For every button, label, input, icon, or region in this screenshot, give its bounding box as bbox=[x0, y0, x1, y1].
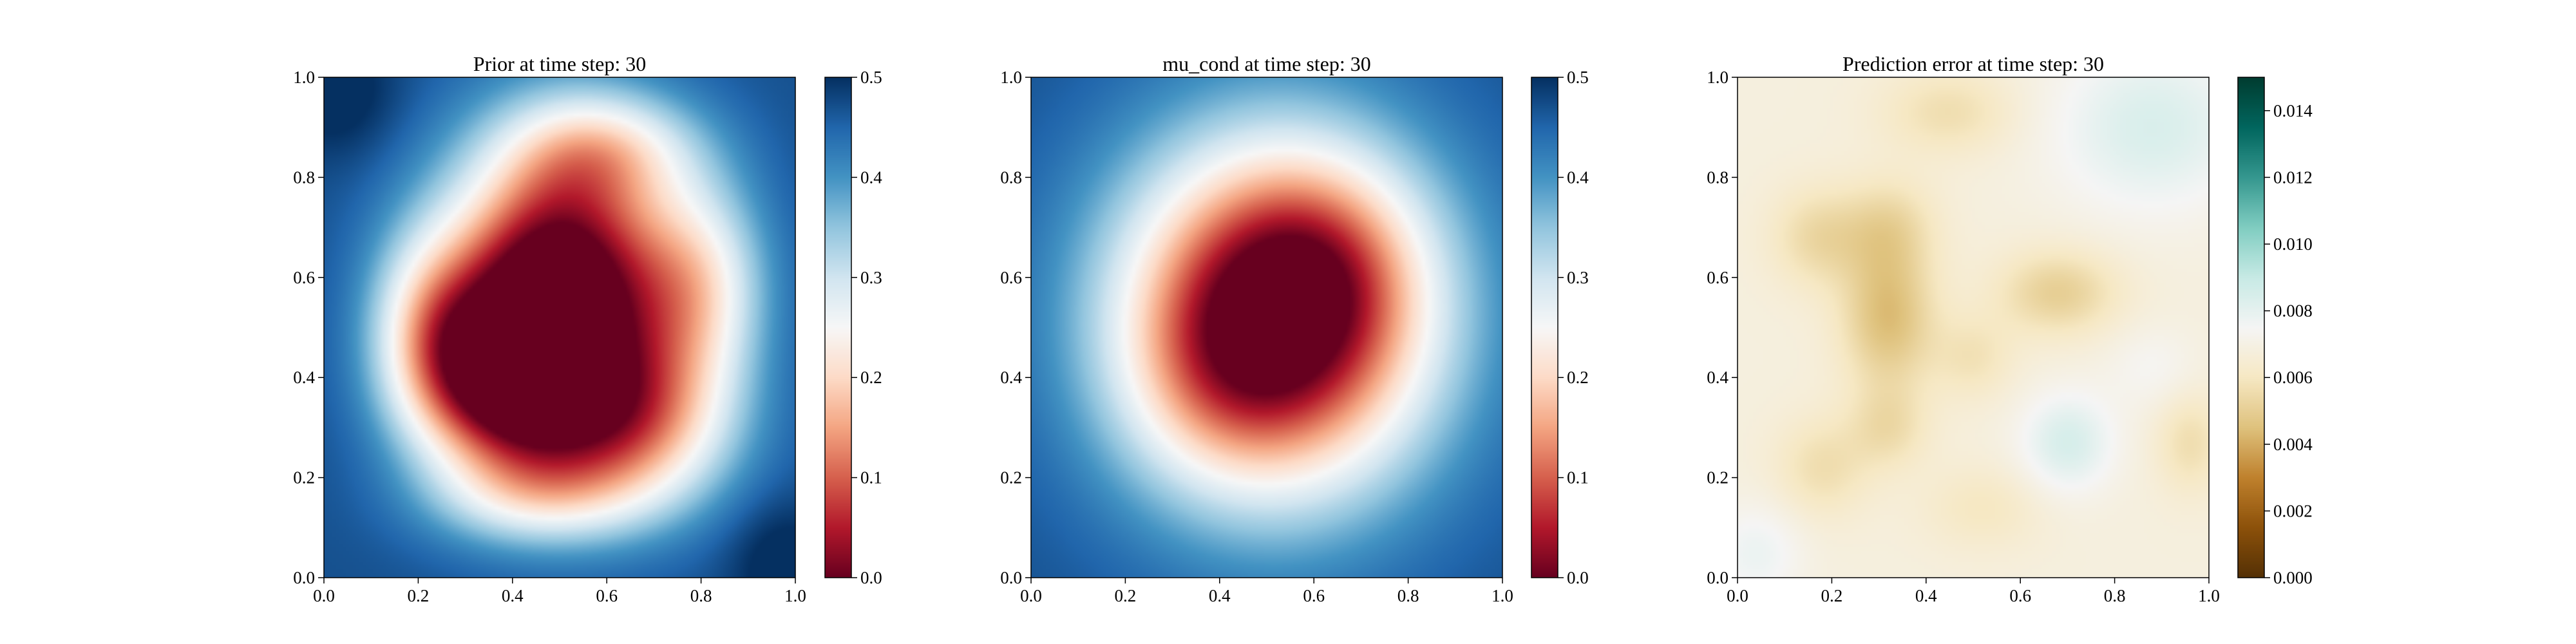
chart-title: Prior at time step: 30 bbox=[473, 52, 646, 75]
y-tick-label: 0.0 bbox=[293, 568, 315, 587]
x-tick-label: 0.8 bbox=[1397, 586, 1419, 605]
chart-title: Prediction error at time step: 30 bbox=[1842, 52, 2104, 75]
x-tick-label: 0.8 bbox=[2104, 586, 2126, 605]
colorbar-tick-label: 0.5 bbox=[860, 68, 882, 87]
y-tick-label: 0.4 bbox=[293, 368, 315, 387]
y-tick-label: 0.6 bbox=[1000, 268, 1022, 287]
y-tick-label: 1.0 bbox=[293, 68, 315, 87]
colorbar-tick-label: 0.010 bbox=[2273, 234, 2313, 254]
colorbar-tick-label: 0.1 bbox=[1567, 468, 1589, 488]
colorbar-gradient-2 bbox=[1531, 77, 1558, 578]
x-tick-label: 1.0 bbox=[1492, 586, 1513, 605]
x-tick-label: 0.6 bbox=[1303, 586, 1325, 605]
colorbar-tick-label: 0.006 bbox=[2273, 368, 2313, 387]
colorbar-gradient-1 bbox=[825, 77, 851, 578]
x-tick-label: 1.0 bbox=[2198, 586, 2220, 605]
y-tick-label: 0.2 bbox=[1000, 468, 1022, 488]
y-tick-label: 0.0 bbox=[1000, 568, 1022, 587]
colorbar-frame bbox=[824, 77, 852, 578]
colorbar-tick-label: 0.2 bbox=[1567, 368, 1589, 387]
colorbar-tick-label: 0.1 bbox=[860, 468, 882, 488]
y-tick-label: 1.0 bbox=[1707, 68, 1728, 87]
y-tick-label: 0.8 bbox=[1707, 167, 1728, 187]
heatmap-panel-3: Prediction error at time step: 30 0.0 0.2 0… bbox=[1707, 52, 2313, 605]
x-tick-label: 0.4 bbox=[502, 586, 524, 605]
y-tick-label: 1.0 bbox=[1000, 68, 1022, 87]
colorbar-tick-label: 0.3 bbox=[1567, 268, 1589, 287]
colorbar-tick-label: 0.4 bbox=[860, 167, 882, 187]
y-tick-label: 0.6 bbox=[1707, 268, 1728, 287]
colorbar-tick-label: 0.012 bbox=[2273, 167, 2313, 187]
colorbar-frame bbox=[1531, 77, 1558, 578]
colorbar-tick-label: 0.0 bbox=[1567, 568, 1589, 587]
heatmap-image-3 bbox=[1738, 77, 2209, 578]
x-tick-label: 0.8 bbox=[690, 586, 712, 605]
heatmap-image-1 bbox=[324, 77, 795, 578]
colorbar-tick-label: 0.014 bbox=[2273, 101, 2313, 120]
x-tick-label: 0.2 bbox=[1821, 586, 1843, 605]
heatmap-panel-1: Prior at time step: 30 0.0 0.2 0.4 0.6 0.8 1.0… bbox=[293, 52, 882, 605]
colorbar-1: 0.0 0.1 0.2 0.3 0.4 0.5 bbox=[824, 68, 882, 587]
colorbar-frame bbox=[2237, 77, 2265, 578]
x-tick-label: 0.2 bbox=[408, 586, 430, 605]
colorbar-tick-label: 0.000 bbox=[2273, 568, 2313, 587]
x-tick-label: 0.0 bbox=[313, 586, 335, 605]
y-tick-label: 0.8 bbox=[1000, 167, 1022, 187]
axes-frame bbox=[1030, 77, 1503, 578]
y-tick-label: 0.0 bbox=[1707, 568, 1728, 587]
colorbar-gradient-3 bbox=[2238, 77, 2264, 578]
x-tick-label: 0.2 bbox=[1115, 586, 1137, 605]
y-tick-label: 0.2 bbox=[293, 468, 315, 488]
x-tick-label: 0.4 bbox=[1915, 586, 1937, 605]
x-tick-label: 0.0 bbox=[1727, 586, 1748, 605]
axes-frame bbox=[1737, 77, 2210, 578]
colorbar-tick-label: 0.5 bbox=[1567, 68, 1589, 87]
colorbar-tick-label: 0.2 bbox=[860, 368, 882, 387]
heatmap-panel-2: mu_cond at time step: 30 0.0 0.2 0.4 0.6 0.8 1… bbox=[1000, 52, 1589, 605]
y-tick-label: 0.8 bbox=[293, 167, 315, 187]
colorbar-tick-label: 0.008 bbox=[2273, 301, 2313, 321]
x-tick-label: 0.0 bbox=[1020, 586, 1042, 605]
y-tick-label: 0.6 bbox=[293, 268, 315, 287]
colorbar-tick-label: 0.3 bbox=[860, 268, 882, 287]
colorbar-2: 0.0 0.1 0.2 0.3 0.4 0.5 bbox=[1531, 68, 1589, 587]
heatmap-image-2 bbox=[1031, 77, 1502, 578]
chart-title: mu_cond at time step: 30 bbox=[1162, 52, 1371, 75]
colorbar-tick-label: 0.004 bbox=[2273, 435, 2313, 454]
y-tick-label: 0.2 bbox=[1707, 468, 1728, 488]
x-tick-label: 0.4 bbox=[1209, 586, 1231, 605]
x-tick-label: 1.0 bbox=[784, 586, 806, 605]
x-tick-label: 0.6 bbox=[2009, 586, 2031, 605]
colorbar-tick-label: 0.002 bbox=[2273, 501, 2313, 520]
y-tick-label: 0.4 bbox=[1707, 368, 1728, 387]
colorbar-tick-label: 0.4 bbox=[1567, 167, 1589, 187]
axes-frame bbox=[323, 77, 796, 578]
colorbar-3: 0.000 0.002 0.004 0.006 0.008 0.010 0.012 0.014 bbox=[2237, 77, 2313, 587]
colorbar-tick-label: 0.0 bbox=[860, 568, 882, 587]
y-tick-label: 0.4 bbox=[1000, 368, 1022, 387]
x-tick-label: 0.6 bbox=[596, 586, 618, 605]
